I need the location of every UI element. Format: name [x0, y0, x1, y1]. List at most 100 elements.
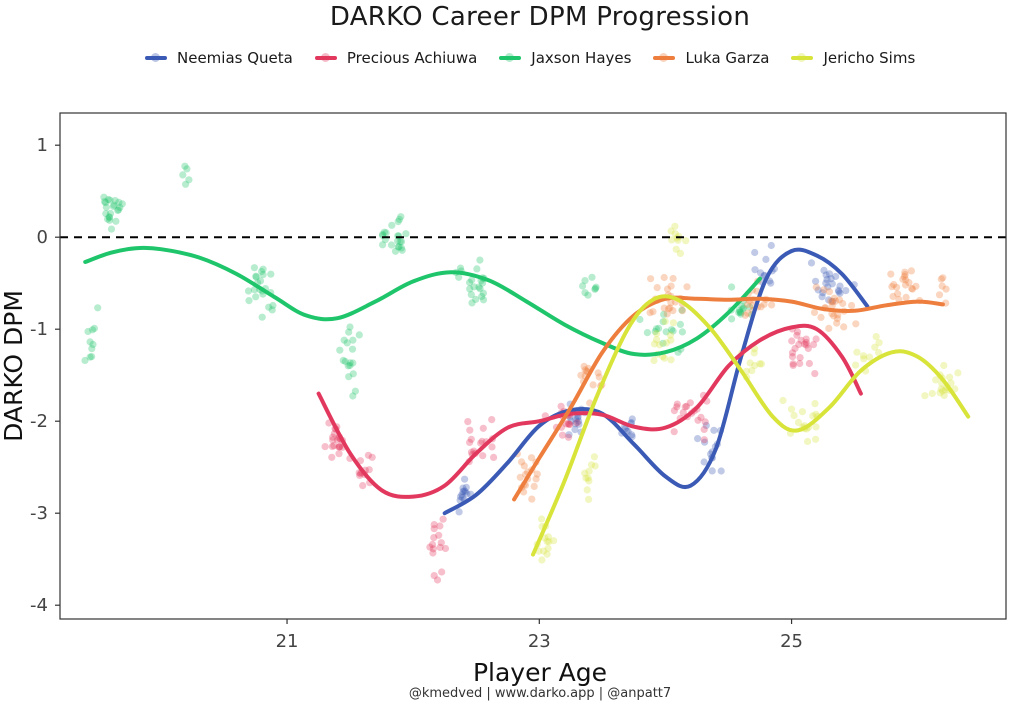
- data-point-luka-garza: [581, 366, 589, 374]
- data-point-jaxson-hayes: [728, 283, 736, 291]
- data-point-precious-achiuwa: [321, 443, 329, 451]
- data-point-jaxson-hayes: [109, 202, 117, 211]
- data-point-luka-garza: [832, 297, 840, 305]
- data-point-jericho-sims: [812, 435, 820, 443]
- data-point-luka-garza: [649, 308, 657, 316]
- data-point-neemias-queta: [820, 266, 828, 274]
- data-point-jaxson-hayes: [269, 301, 277, 310]
- data-point-jericho-sims: [865, 353, 874, 361]
- data-point-precious-achiuwa: [801, 340, 809, 348]
- data-point-precious-achiuwa: [679, 409, 687, 417]
- y-tick-label: -1: [30, 319, 48, 340]
- data-point-jaxson-hayes: [104, 195, 112, 204]
- data-point-jericho-sims: [538, 556, 546, 564]
- data-point-precious-achiuwa: [429, 549, 437, 557]
- data-point-jaxson-hayes: [88, 353, 96, 361]
- data-point-jericho-sims: [667, 336, 675, 344]
- data-point-jericho-sims: [667, 356, 675, 364]
- data-point-precious-achiuwa: [805, 359, 814, 368]
- data-point-neemias-queta: [628, 415, 636, 423]
- data-point-jaxson-hayes: [101, 198, 109, 206]
- data-point-precious-achiuwa: [336, 443, 344, 451]
- data-point-jaxson-hayes: [470, 283, 478, 291]
- data-point-luka-garza: [760, 300, 768, 308]
- data-point-jaxson-hayes: [344, 362, 352, 370]
- data-point-jericho-sims: [583, 486, 591, 494]
- data-point-jaxson-hayes: [351, 387, 359, 395]
- data-point-jaxson-hayes: [652, 325, 661, 333]
- data-point-jaxson-hayes: [662, 328, 670, 336]
- data-point-precious-achiuwa: [336, 443, 344, 451]
- data-point-jaxson-hayes: [252, 293, 260, 301]
- data-point-jaxson-hayes: [112, 217, 120, 225]
- data-point-jaxson-hayes: [115, 206, 123, 214]
- data-point-neemias-queta: [819, 289, 827, 297]
- data-point-luka-garza: [887, 270, 895, 278]
- data-point-precious-achiuwa: [796, 354, 804, 362]
- legend-label: Luka Garza: [685, 49, 770, 67]
- data-point-jaxson-hayes: [86, 338, 94, 346]
- credit-text: @kmedved | www.darko.app | @anpatt7: [408, 686, 672, 701]
- data-point-jaxson-hayes: [394, 243, 402, 251]
- data-point-neemias-queta: [717, 467, 725, 475]
- data-point-jaxson-hayes: [678, 306, 686, 314]
- data-point-luka-garza: [669, 307, 677, 315]
- data-point-jericho-sims: [946, 373, 954, 381]
- data-point-luka-garza: [833, 319, 841, 327]
- data-point-luka-garza: [533, 470, 541, 478]
- legend-item-luka-garza: Luka Garza: [653, 49, 769, 67]
- data-point-luka-garza: [939, 274, 947, 282]
- data-point-luka-garza: [827, 297, 835, 305]
- data-point-jericho-sims: [585, 495, 593, 503]
- data-point-jaxson-hayes: [245, 297, 253, 305]
- data-point-luka-garza: [660, 304, 668, 312]
- data-point-jaxson-hayes: [655, 324, 663, 332]
- data-point-neemias-queta: [572, 415, 580, 423]
- data-point-luka-garza: [894, 290, 902, 298]
- data-point-luka-garza: [660, 273, 668, 282]
- y-tick-label: 0: [37, 227, 48, 248]
- data-point-jericho-sims: [585, 477, 593, 485]
- data-point-precious-achiuwa: [802, 338, 811, 347]
- legend-key-neemias-queta: [145, 53, 167, 62]
- data-point-jaxson-hayes: [250, 264, 258, 272]
- data-point-jericho-sims: [937, 385, 945, 393]
- data-point-jericho-sims: [940, 391, 948, 400]
- data-point-jaxson-hayes: [105, 213, 113, 221]
- data-point-jaxson-hayes: [396, 238, 404, 246]
- data-point-jericho-sims: [584, 474, 592, 482]
- data-point-jericho-sims: [939, 387, 947, 395]
- data-point-jaxson-hayes: [90, 324, 98, 332]
- data-point-precious-achiuwa: [464, 418, 472, 426]
- data-point-jericho-sims: [676, 249, 685, 257]
- data-point-jaxson-hayes: [258, 267, 266, 276]
- data-point-precious-achiuwa: [478, 437, 486, 445]
- data-point-jericho-sims: [748, 367, 756, 375]
- data-point-neemias-queta: [694, 435, 702, 443]
- data-point-precious-achiuwa: [436, 543, 444, 552]
- legend-label: Precious Achiuwa: [346, 49, 478, 67]
- data-point-jaxson-hayes: [737, 310, 745, 318]
- data-point-neemias-queta: [565, 431, 573, 439]
- data-point-luka-garza: [890, 281, 898, 289]
- data-point-luka-garza: [899, 275, 907, 283]
- data-point-neemias-queta: [455, 508, 463, 516]
- data-point-jericho-sims: [543, 537, 551, 546]
- legend-key-precious-achiuwa: [314, 53, 337, 62]
- data-point-jaxson-hayes: [397, 238, 406, 246]
- legend-item-neemias-queta: Neemias Queta: [145, 49, 293, 67]
- data-point-luka-garza: [678, 307, 687, 315]
- data-point-jaxson-hayes: [89, 340, 97, 348]
- trend-lines-layer: [83, 245, 971, 557]
- data-point-jaxson-hayes: [402, 230, 410, 238]
- data-point-jaxson-hayes: [185, 176, 193, 184]
- data-point-luka-garza: [817, 313, 825, 321]
- data-point-jaxson-hayes: [651, 327, 659, 336]
- data-point-neemias-queta: [762, 255, 770, 263]
- data-point-precious-achiuwa: [488, 416, 496, 424]
- data-point-jericho-sims: [928, 389, 936, 398]
- data-point-neemias-queta: [832, 272, 840, 281]
- x-tick-label: 21: [276, 631, 299, 652]
- data-point-luka-garza: [828, 301, 836, 309]
- points-layer: [81, 162, 962, 584]
